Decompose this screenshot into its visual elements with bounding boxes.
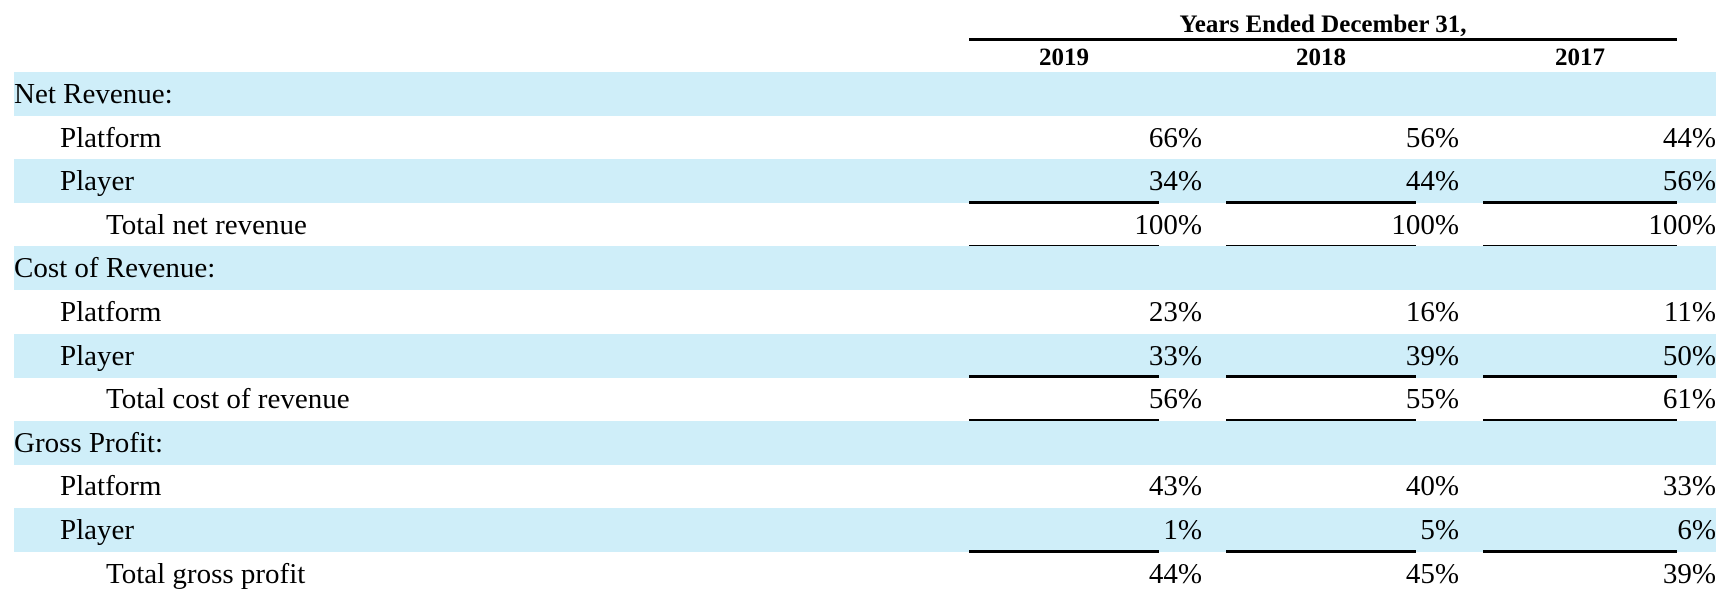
subtotal-rule xyxy=(969,201,1159,204)
value-cell-year-1: 33% xyxy=(1148,340,1202,372)
value-cell-year-1: 56% xyxy=(1148,383,1202,415)
value-cell-year-3: 11% xyxy=(1663,296,1716,328)
value-cell-year-1: 43% xyxy=(1148,470,1202,502)
table-row: Total cost of revenue 56% 55% 61% xyxy=(14,377,1716,421)
row-label: Player xyxy=(60,165,135,197)
table-row: Cost of Revenue: xyxy=(14,246,1716,290)
subtotal-rule xyxy=(1226,550,1416,553)
value-cell-year-1: 1% xyxy=(1163,514,1202,546)
table-row: Total net revenue 100% 100% 100% xyxy=(14,203,1716,247)
total-rule xyxy=(1226,419,1416,422)
value-cell-year-1: 23% xyxy=(1148,296,1202,328)
column-header-year-1: 2019 xyxy=(969,40,1159,75)
subtotal-rule xyxy=(969,375,1159,378)
value-cell-year-1: 66% xyxy=(1148,122,1202,154)
total-rule xyxy=(1483,419,1677,422)
value-cell-year-3: 50% xyxy=(1662,340,1716,372)
value-cell-year-2: 44% xyxy=(1405,165,1459,197)
row-label: Total net revenue xyxy=(106,209,307,241)
table-row: Net Revenue: xyxy=(14,72,1716,116)
value-cell-year-1 xyxy=(970,72,1202,116)
value-cell-year-2 xyxy=(1227,72,1459,116)
subtotal-rule xyxy=(1226,201,1416,204)
subtotal-rule xyxy=(1226,375,1416,378)
row-label: Platform xyxy=(60,470,162,502)
value-cell-year-2: 40% xyxy=(1405,470,1459,502)
value-cell-year-1 xyxy=(970,421,1202,465)
subtotal-rule xyxy=(969,550,1159,553)
column-group-header: Years Ended December 31, xyxy=(969,8,1677,41)
value-cell-year-3 xyxy=(1484,421,1716,465)
row-label: Player xyxy=(60,514,135,546)
row-label: Total cost of revenue xyxy=(106,383,350,415)
value-cell-year-1: 100% xyxy=(1134,209,1202,241)
subtotal-rule xyxy=(1483,375,1677,378)
table-row: Player 33% 39% 50% xyxy=(14,334,1716,378)
column-header-year-2: 2018 xyxy=(1226,40,1416,75)
table-row: Platform 43% 40% 33% xyxy=(14,464,1716,508)
table-row: Player 1% 5% 6% xyxy=(14,508,1716,552)
value-cell-year-1 xyxy=(970,246,1202,290)
value-cell-year-3 xyxy=(1484,72,1716,116)
value-cell-year-3: 44% xyxy=(1662,122,1716,154)
row-label: Gross Profit: xyxy=(14,427,164,459)
value-cell-year-2: 39% xyxy=(1405,340,1459,372)
value-cell-year-3: 39% xyxy=(1662,558,1716,590)
table-row: Platform 23% 16% 11% xyxy=(14,290,1716,334)
row-label: Platform xyxy=(60,122,162,154)
table-row: Platform 66% 56% 44% xyxy=(14,116,1716,160)
row-label: Cost of Revenue: xyxy=(14,252,216,284)
value-cell-year-2: 55% xyxy=(1405,383,1459,415)
value-cell-year-3: 56% xyxy=(1662,165,1716,197)
column-header-year-3: 2017 xyxy=(1483,40,1677,75)
value-cell-year-3: 61% xyxy=(1662,383,1716,415)
value-cell-year-2: 100% xyxy=(1391,209,1459,241)
table-row: Gross Profit: xyxy=(14,421,1716,465)
value-cell-year-2: 45% xyxy=(1405,558,1459,590)
value-cell-year-3: 100% xyxy=(1648,209,1716,241)
value-cell-year-2 xyxy=(1227,421,1459,465)
value-cell-year-2: 16% xyxy=(1405,296,1459,328)
subtotal-rule xyxy=(1483,201,1677,204)
total-rule xyxy=(969,419,1159,422)
subtotal-rule xyxy=(1483,550,1677,553)
row-label: Player xyxy=(60,340,135,372)
value-cell-year-3: 6% xyxy=(1677,514,1716,546)
value-cell-year-3: 33% xyxy=(1662,470,1716,502)
value-cell-year-3 xyxy=(1484,246,1716,290)
table-row: Total gross profit 44% 45% 39% xyxy=(14,552,1716,596)
value-cell-year-2: 56% xyxy=(1405,122,1459,154)
value-cell-year-1: 44% xyxy=(1148,558,1202,590)
row-label: Platform xyxy=(60,296,162,328)
value-cell-year-2: 5% xyxy=(1420,514,1459,546)
row-label: Net Revenue: xyxy=(14,78,173,110)
table-row: Player 34% 44% 56% xyxy=(14,159,1716,203)
value-cell-year-1: 34% xyxy=(1148,165,1202,197)
row-label: Total gross profit xyxy=(106,558,306,590)
value-cell-year-2 xyxy=(1227,246,1459,290)
